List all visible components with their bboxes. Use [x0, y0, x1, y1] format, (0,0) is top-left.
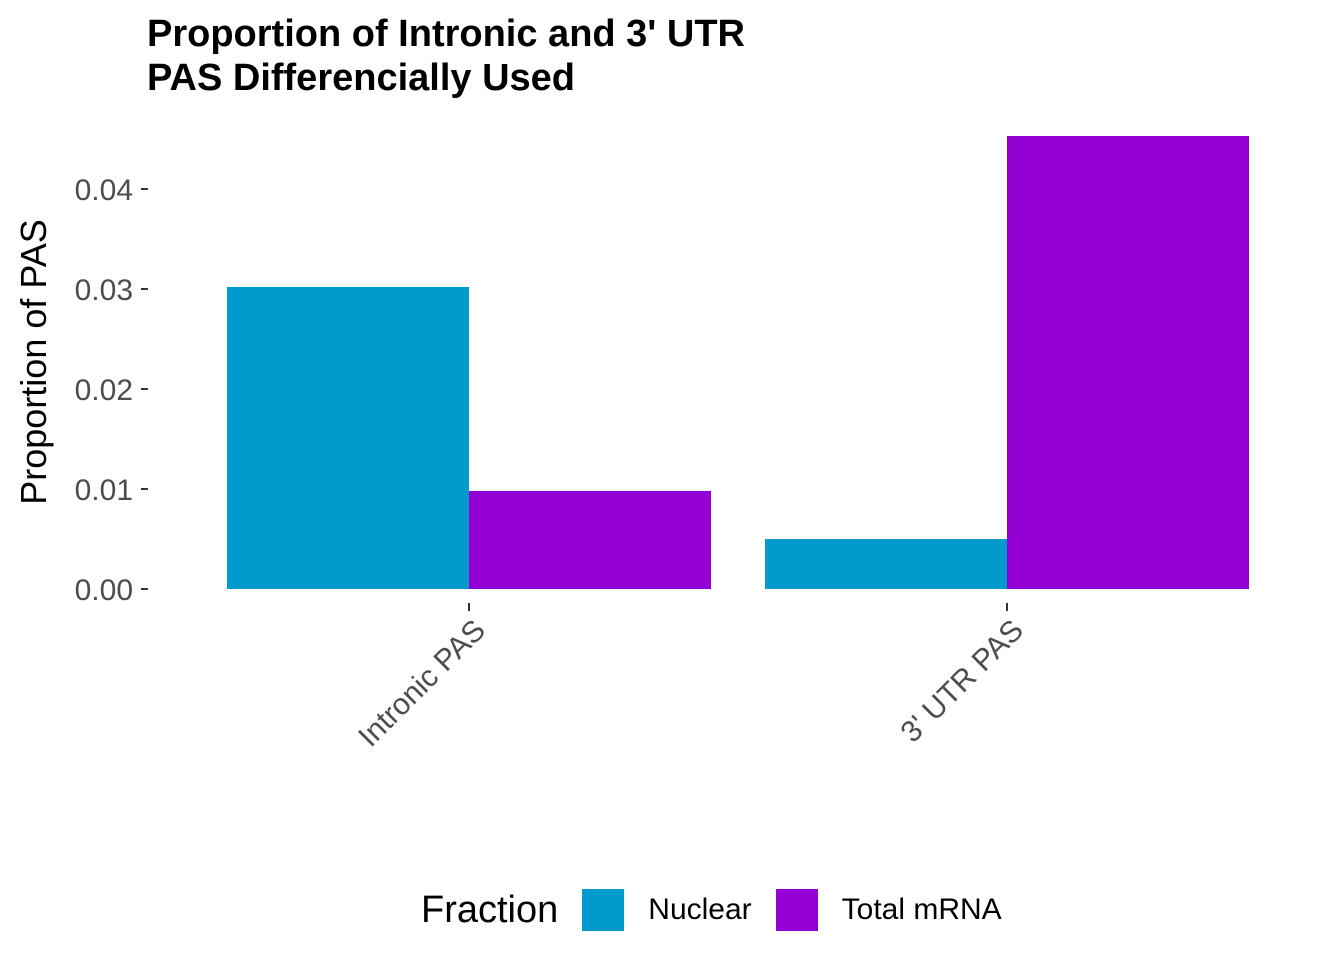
legend-swatch-nuclear: [582, 889, 625, 931]
legend-swatch-total-mrna: [775, 889, 818, 931]
x-tick-label: Intronic PAS: [352, 614, 492, 754]
bar-chart: 0.00 0.01 0.02 0.03 0.04 Intronic PAS 3' UTR …: [13, 136, 1249, 753]
bar-nuclear-intronic-pas: [227, 287, 469, 589]
y-axis-label: Proportion of PAS: [13, 219, 54, 505]
y-tick-label: 0.02: [75, 374, 133, 407]
y-tick-label: 0.03: [75, 274, 133, 307]
bars-group: [227, 136, 1249, 589]
chart-title: Proportion of Intronic and 3' UTR PAS Di…: [147, 13, 745, 99]
legend-item-total-mrna: Total mRNA: [775, 889, 1002, 931]
y-tick-label: 0.01: [75, 474, 133, 507]
legend-item-nuclear: Nuclear: [582, 889, 752, 931]
legend-label-nuclear: Nuclear: [648, 893, 752, 926]
y-tick-label: 0.00: [75, 574, 133, 607]
legend-title: Fraction: [421, 888, 559, 931]
bar-nuclear-3-utr-pas: [765, 539, 1007, 589]
legend: Fraction Nuclear Total mRNA: [0, 880, 1344, 940]
y-axis: 0.00 0.01 0.02 0.03 0.04: [75, 174, 148, 607]
x-axis: Intronic PAS 3' UTR PAS: [352, 603, 1030, 753]
bar-total-mrna-3-utr-pas: [1007, 136, 1249, 589]
legend-label-total-mrna: Total mRNA: [841, 893, 1002, 926]
bar-total-mrna-intronic-pas: [469, 491, 711, 589]
x-tick-label: 3' UTR PAS: [895, 614, 1030, 749]
y-tick-label: 0.04: [75, 174, 133, 207]
